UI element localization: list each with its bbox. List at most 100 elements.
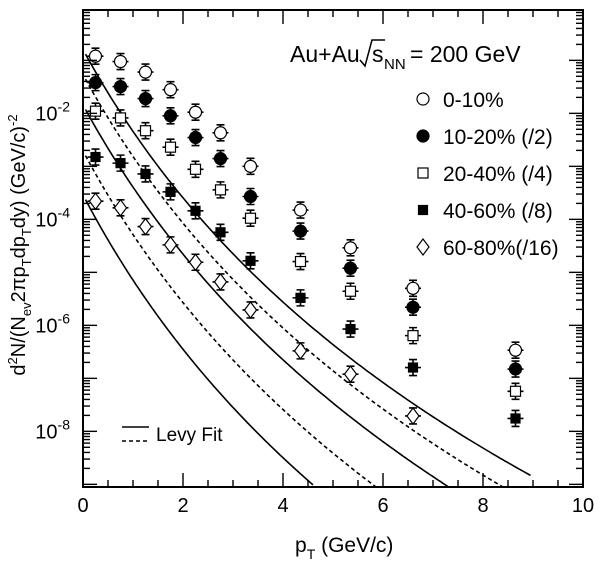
legend-entry: 60-80%(/16) xyxy=(416,237,559,260)
fit-curve-1 xyxy=(84,78,504,488)
header-nn: NN xyxy=(384,56,406,73)
marker-open-diamond xyxy=(188,253,203,272)
legend-marker-open-square xyxy=(417,167,429,179)
marker-open-diamond xyxy=(113,198,128,217)
fit-curve-3 xyxy=(84,155,376,488)
y-tick-label: 10-8 xyxy=(35,416,70,443)
data-point xyxy=(137,165,154,183)
data-point xyxy=(137,217,154,236)
marker-open-circle xyxy=(406,281,420,295)
fit-legend: Levy Fit xyxy=(122,425,223,446)
legend-label: 10-20% (/2) xyxy=(443,126,553,149)
marker-open-circle xyxy=(213,126,228,140)
marker-open-circle xyxy=(88,49,103,63)
y-tick-label: 10-6 xyxy=(35,310,70,337)
marker-filled-circle xyxy=(508,362,523,376)
data-point xyxy=(242,300,259,319)
data-point xyxy=(292,222,309,240)
marker-filled-square xyxy=(115,158,126,169)
axis-labels: 0 2 4 6 8 10 10-2 10-4 10-6 10-8 pT (GeV/c) d2N/(Ne… xyxy=(5,98,594,562)
fit-legend-label: Levy Fit xyxy=(156,425,223,446)
data-point xyxy=(242,187,259,206)
marker-open-circle xyxy=(113,54,128,69)
marker-open-diamond xyxy=(138,217,153,236)
data-point xyxy=(112,154,129,172)
marker-filled-square xyxy=(345,323,356,335)
marker-open-square xyxy=(509,385,522,397)
data-point xyxy=(405,406,421,425)
data-point xyxy=(162,235,179,254)
marker-filled-circle xyxy=(113,79,128,94)
data-point xyxy=(242,157,259,176)
chart-header: Au+Au s NN = 200 GeV xyxy=(290,39,521,73)
header-collision: Au+Au xyxy=(290,41,360,67)
legend-label: 20-40% (/4) xyxy=(443,163,553,186)
data-point xyxy=(405,358,421,377)
data-point xyxy=(405,279,421,298)
data-point xyxy=(342,365,359,384)
marker-open-circle xyxy=(163,83,178,97)
marker-filled-square xyxy=(165,186,176,197)
data-point xyxy=(112,198,129,217)
legend-entry: 10-20% (/2) xyxy=(416,126,553,149)
x-tick-label: 2 xyxy=(177,495,188,517)
x-tick-label: 10 xyxy=(572,495,594,517)
marker-open-square xyxy=(294,255,307,268)
data-point xyxy=(212,123,229,142)
data-point xyxy=(292,201,309,219)
data-point xyxy=(507,409,524,428)
data-point xyxy=(342,259,359,277)
data-point xyxy=(137,89,154,108)
data-point xyxy=(342,282,359,301)
marker-open-diamond xyxy=(243,300,258,319)
x-axis-title: pT (GeV/c) xyxy=(295,534,393,562)
data-point xyxy=(112,109,129,127)
legend-marker-filled-square xyxy=(417,204,429,216)
legend: 0-10% 10-20% (/2) 20-40% (/4) 40-60% (/8) 60… xyxy=(416,89,559,260)
data-point xyxy=(292,341,309,360)
data-point xyxy=(405,298,421,317)
y-tick-label: 10-2 xyxy=(35,98,70,125)
marker-open-diamond xyxy=(88,192,103,211)
data-point xyxy=(212,181,229,199)
data-point xyxy=(162,183,179,201)
legend-marker-filled-circle xyxy=(416,129,430,143)
legend-label: 60-80%(/16) xyxy=(443,237,559,260)
data-point xyxy=(87,47,104,65)
data-point xyxy=(507,382,524,401)
marker-open-square xyxy=(139,125,152,137)
data-point xyxy=(162,138,179,156)
data-point xyxy=(162,106,179,125)
marker-filled-circle xyxy=(88,76,103,90)
header-energy: = 200 GeV xyxy=(410,41,521,67)
data-point xyxy=(87,102,104,120)
x-tick-label: 4 xyxy=(277,495,288,517)
marker-open-circle xyxy=(188,105,203,119)
data-point xyxy=(342,320,359,338)
marker-filled-square xyxy=(190,205,201,216)
data-point xyxy=(162,80,179,99)
data-point xyxy=(187,160,204,179)
x-tick-label: 6 xyxy=(377,495,388,517)
data-points xyxy=(87,47,524,428)
sqrt-symbol xyxy=(359,39,385,68)
marker-open-circle xyxy=(243,159,258,173)
data-point xyxy=(507,360,524,378)
fit-curve-4 xyxy=(84,199,314,486)
marker-open-square xyxy=(114,112,127,124)
marker-filled-circle xyxy=(343,261,358,275)
data-point xyxy=(212,149,229,168)
marker-open-square xyxy=(407,330,419,342)
data-point xyxy=(187,103,204,122)
data-point xyxy=(292,289,309,307)
marker-open-diamond xyxy=(293,341,308,360)
marker-filled-circle xyxy=(406,300,420,314)
data-point xyxy=(212,272,229,291)
axes xyxy=(82,9,584,488)
marker-filled-circle xyxy=(213,152,228,166)
marker-open-circle xyxy=(293,203,308,217)
legend-label: 0-10% xyxy=(443,89,504,112)
marker-filled-circle xyxy=(293,224,308,238)
marker-filled-square xyxy=(245,255,256,266)
marker-open-square xyxy=(164,141,177,153)
